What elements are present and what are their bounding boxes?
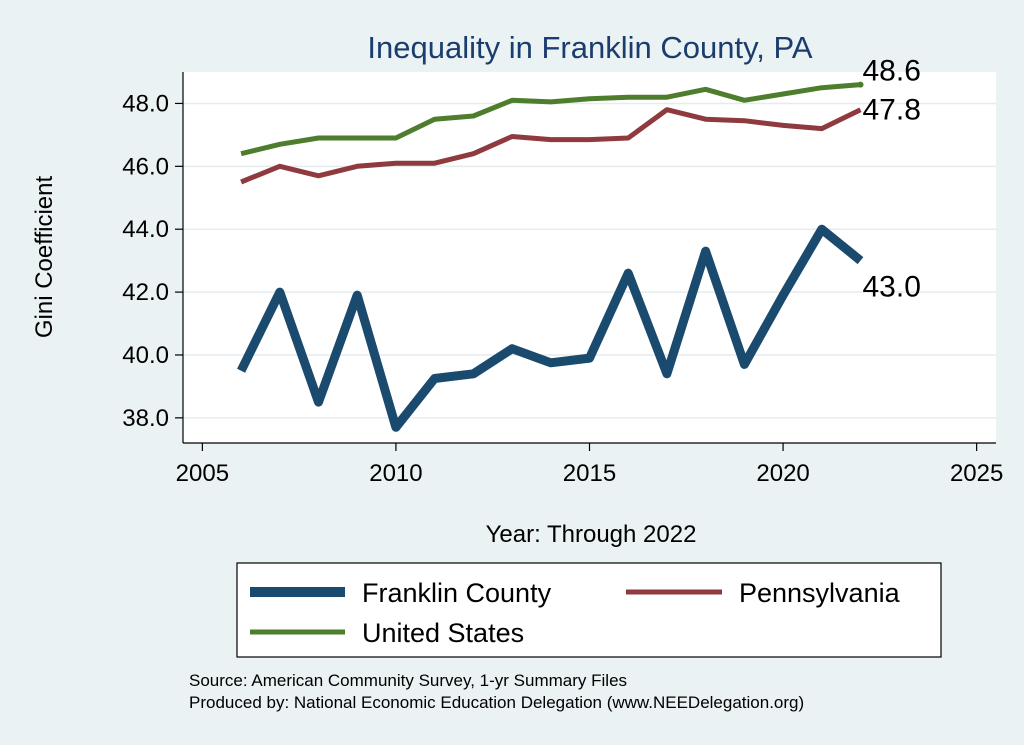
series-line-franklin-county (237, 224, 864, 432)
produced-by-note: Produced by: National Economic Education… (189, 693, 804, 712)
y-tick-label: 46.0 (122, 153, 169, 180)
x-tick-label: 2015 (563, 460, 616, 487)
y-axis-title: Gini Coefficient (31, 176, 58, 339)
y-tick-label: 38.0 (122, 405, 169, 432)
source-note: Source: American Community Survey, 1-yr … (189, 671, 627, 690)
legend: Franklin County Pennsylvania United Stat… (236, 562, 942, 658)
x-tick-label: 2010 (369, 460, 422, 487)
y-axis-ticks: 38.0 40.0 42.0 44.0 46.0 48.0 (122, 90, 183, 432)
x-tick-label: 2005 (176, 460, 229, 487)
end-labels: 43.0 47.8 48.6 (863, 55, 921, 304)
x-axis-title: Year: Through 2022 (486, 521, 697, 548)
x-tick-label: 2025 (950, 460, 1003, 487)
series-line-united-states (240, 82, 861, 157)
x-axis-ticks: 2005 2010 2015 2020 2025 (176, 443, 1003, 487)
series-line-pennsylvania (240, 107, 862, 185)
end-label-pennsylvania: 47.8 (863, 94, 921, 127)
y-tick-label: 48.0 (122, 90, 169, 117)
y-tick-label: 42.0 (122, 279, 169, 306)
end-label-united-states: 48.6 (863, 55, 921, 88)
legend-label-united-states: United States (362, 618, 524, 648)
united-states-end-point (857, 81, 864, 88)
series-lines (237, 81, 864, 432)
end-label-franklin-county: 43.0 (863, 271, 921, 304)
y-tick-label: 40.0 (122, 342, 169, 369)
x-tick-label: 2020 (756, 460, 809, 487)
plot-region (183, 72, 996, 443)
gridlines (183, 102, 996, 419)
y-tick-label: 44.0 (122, 216, 169, 243)
legend-label-pennsylvania: Pennsylvania (739, 578, 901, 608)
chart-title: Inequality in Franklin County, PA (367, 30, 812, 65)
legend-box (236, 562, 942, 658)
legend-label-franklin: Franklin County (362, 578, 552, 608)
